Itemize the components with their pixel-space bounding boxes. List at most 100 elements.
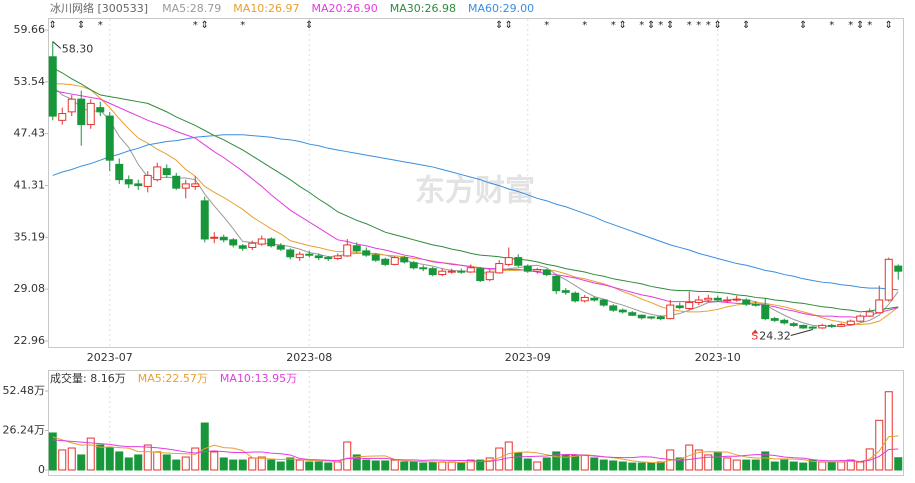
high-label: 58.30 [62, 43, 94, 56]
event-marker: ⇕ [885, 20, 893, 31]
volume-bar [799, 462, 808, 471]
candle-body [751, 303, 760, 306]
candle-body [466, 267, 475, 273]
event-marker: * [582, 20, 587, 31]
candle-body [476, 268, 485, 281]
event-marker: * [687, 20, 692, 31]
event-marker: * [696, 20, 701, 31]
volume-bar [409, 461, 418, 471]
volume-bar [704, 454, 713, 471]
candle-body [67, 98, 76, 113]
volume-bar [837, 461, 846, 471]
volume-bar [751, 459, 760, 471]
event-marker: * [848, 20, 853, 31]
candle-body [162, 168, 171, 176]
candle-body [333, 255, 342, 259]
legend-entry: MA10:13.95万 [220, 372, 297, 385]
candle-body [685, 302, 694, 309]
legend-entry: MA5:22.57万 [138, 372, 208, 385]
candle-body [780, 319, 789, 324]
volume-bar [685, 444, 694, 471]
volume-bar [514, 452, 523, 471]
candle-body [96, 107, 105, 113]
volume-bar [134, 454, 143, 471]
candle-body [447, 270, 456, 273]
y-tick-label: 35.19 [14, 230, 46, 243]
event-marker: ⇕ [201, 20, 209, 31]
high-arrow [52, 41, 62, 49]
candle-body [314, 255, 323, 259]
candle-body [276, 245, 285, 250]
candle-body [599, 299, 608, 306]
volume-bar [96, 444, 105, 471]
volume-bar [789, 461, 798, 471]
volume-bar [371, 460, 380, 471]
ma-line [52, 67, 899, 313]
signal-label: S [751, 329, 758, 342]
event-marker: * [98, 20, 103, 31]
volume-bar [457, 462, 466, 471]
candle-body [533, 268, 542, 272]
volume-bar [580, 454, 589, 471]
candle-body [267, 238, 276, 247]
volume-bar [485, 457, 494, 471]
event-marker: * [611, 20, 616, 31]
volume-bar [438, 461, 447, 471]
volume-bar [105, 447, 114, 471]
volume-bar [324, 462, 333, 471]
y-tick-label: 22.96 [14, 334, 46, 347]
candle-body [827, 324, 836, 327]
volume-bar [343, 441, 352, 471]
candle-body [704, 297, 713, 301]
candle-body [229, 239, 238, 246]
candle-body [713, 297, 722, 301]
candle-body [191, 183, 200, 187]
candle-body [153, 166, 162, 181]
candle-body [675, 305, 684, 309]
volume-bar [257, 456, 266, 471]
candle-body [371, 254, 380, 261]
candle-body [457, 270, 466, 273]
volume-bar [48, 432, 57, 471]
candle-body [409, 262, 418, 269]
volume-bar [333, 461, 342, 471]
candle-body [172, 175, 181, 189]
event-marker: ⇕ [619, 20, 627, 31]
candle-body [343, 244, 352, 257]
volume-bar [590, 457, 599, 471]
event-marker: ⇕ [647, 20, 655, 31]
volume-bar [77, 454, 86, 471]
volume-bar [827, 461, 836, 471]
volume-bar [552, 451, 561, 471]
candle-body [846, 320, 855, 326]
volume-bar [780, 459, 789, 471]
candle-body [248, 242, 257, 248]
candle-body [552, 275, 561, 292]
volume-bar [599, 459, 608, 471]
event-marker: * [193, 20, 198, 31]
candle-body [656, 316, 665, 320]
volume-bar [390, 459, 399, 471]
candle-body [894, 265, 903, 272]
volume-bar [609, 460, 618, 471]
volume-bar [381, 460, 390, 471]
volume-bar [124, 457, 133, 471]
volume-panel-frame [48, 370, 904, 476]
x-tick-label: 2023-07 [87, 351, 133, 364]
x-tick-label: 2023-09 [505, 351, 551, 364]
volume-bar [267, 459, 276, 471]
candle-body [124, 179, 133, 185]
candle-body [761, 304, 770, 320]
volume-bar [400, 461, 409, 471]
event-marker: ⇕ [77, 20, 85, 31]
volume-bar [656, 461, 665, 471]
candle-body [238, 245, 247, 249]
event-marker: ⇕ [505, 20, 513, 31]
volume-bar [618, 461, 627, 471]
volume-bar [732, 459, 741, 471]
event-marker: * [829, 20, 834, 31]
candle-body [837, 324, 846, 327]
event-marker: ⇕ [666, 20, 674, 31]
x-tick-label: 2023-08 [286, 351, 332, 364]
y-tick-label: 41.31 [14, 179, 46, 192]
